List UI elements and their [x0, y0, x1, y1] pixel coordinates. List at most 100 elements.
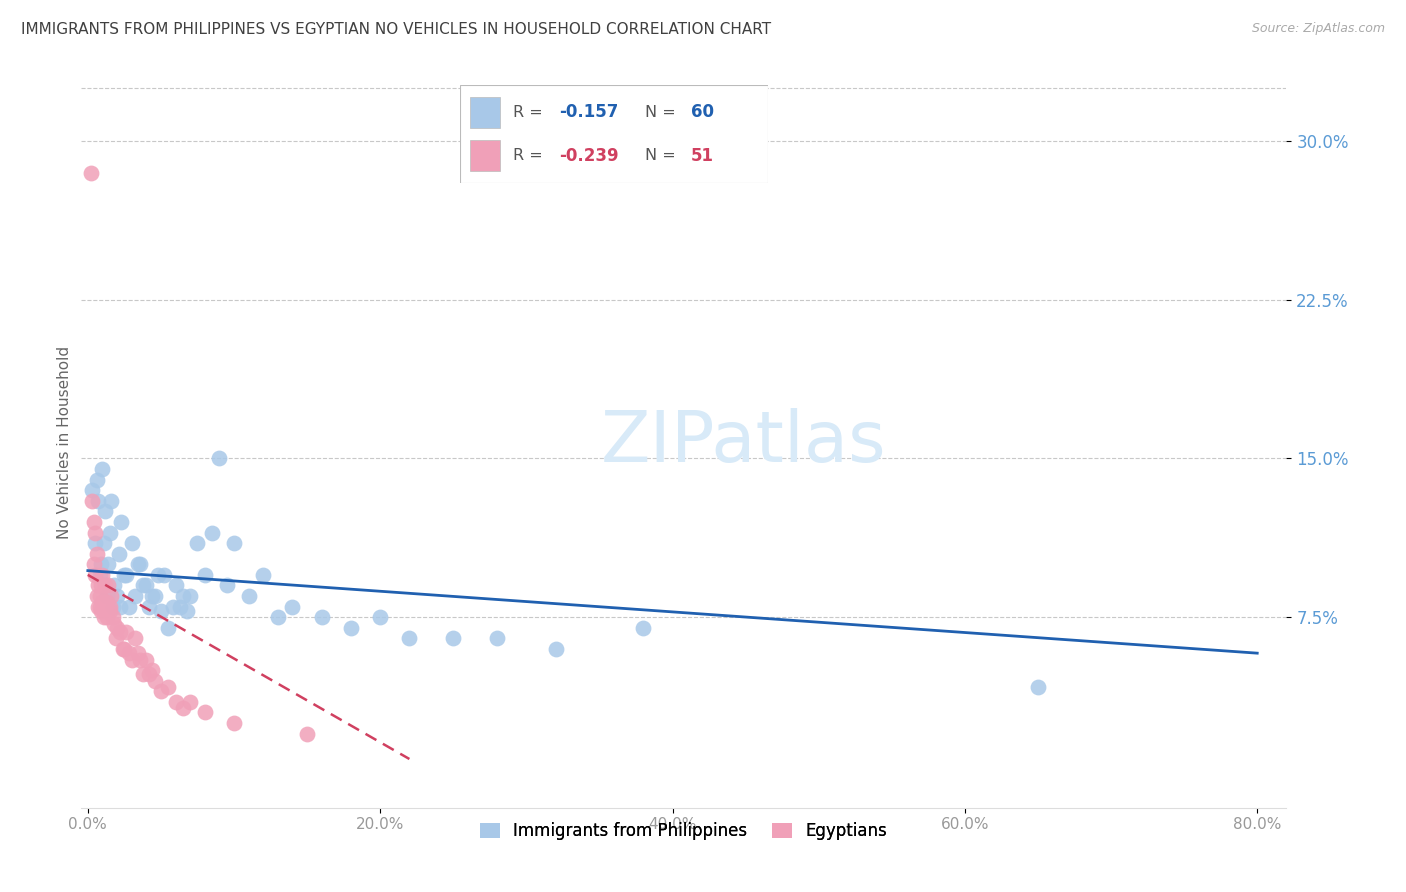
Point [112, 567, 135, 582]
Point [222, 716, 245, 731]
Point [86, 547, 108, 561]
Point [82, 483, 104, 498]
Point [238, 589, 260, 603]
Point [100, 493, 122, 508]
Point [107, 547, 129, 561]
Point [93, 610, 115, 624]
Point [98, 604, 121, 618]
Y-axis label: No Vehicles in Household: No Vehicles in Household [58, 346, 72, 539]
Point [82, 493, 104, 508]
Point [132, 578, 155, 592]
Point [100, 589, 122, 603]
Point [124, 632, 146, 646]
Point [143, 673, 166, 688]
Point [94, 604, 117, 618]
Point [222, 536, 245, 550]
Point [124, 589, 146, 603]
Point [101, 610, 124, 624]
Point [80, 166, 103, 180]
Point [267, 610, 290, 624]
Point [311, 610, 333, 624]
Point [84, 536, 107, 550]
Point [104, 632, 127, 646]
Point [87, 578, 110, 592]
Point [105, 621, 128, 635]
Point [118, 646, 141, 660]
Point [112, 642, 135, 657]
Point [86, 473, 108, 487]
Point [138, 599, 160, 614]
Point [149, 604, 172, 618]
Point [97, 578, 120, 592]
Point [127, 646, 149, 660]
Point [108, 625, 131, 640]
Point [129, 652, 152, 666]
Point [110, 515, 132, 529]
Point [186, 536, 208, 550]
Point [91, 462, 114, 476]
Point [398, 632, 420, 646]
Point [215, 578, 238, 592]
Point [165, 695, 187, 709]
Point [83, 558, 105, 572]
Point [108, 599, 131, 614]
Point [101, 599, 124, 614]
Point [157, 621, 180, 635]
Point [90, 558, 112, 572]
Point [84, 525, 107, 540]
Point [91, 567, 114, 582]
Point [90, 604, 112, 618]
Point [129, 558, 152, 572]
Point [252, 567, 274, 582]
Point [135, 578, 157, 592]
Point [194, 567, 217, 582]
Point [157, 680, 180, 694]
Point [118, 599, 141, 614]
Point [169, 599, 191, 614]
Point [143, 589, 166, 603]
Point [162, 599, 184, 614]
Text: ZIPatlas: ZIPatlas [600, 408, 887, 477]
Point [84, 567, 107, 582]
Point [91, 595, 114, 609]
Point [1026, 680, 1049, 694]
Point [176, 604, 198, 618]
Point [201, 525, 224, 540]
Point [295, 726, 318, 740]
Point [121, 652, 143, 666]
Point [281, 599, 304, 614]
Point [172, 701, 194, 715]
Point [208, 451, 231, 466]
Point [179, 695, 201, 709]
Point [114, 567, 136, 582]
Point [135, 652, 157, 666]
Point [103, 578, 125, 592]
Point [86, 589, 108, 603]
Point [121, 536, 143, 550]
Point [127, 558, 149, 572]
Point [93, 536, 115, 550]
Point [94, 504, 117, 518]
Point [486, 632, 509, 646]
Point [98, 525, 121, 540]
Text: IMMIGRANTS FROM PHILIPPINES VS EGYPTIAN NO VEHICLES IN HOUSEHOLD CORRELATION CHA: IMMIGRANTS FROM PHILIPPINES VS EGYPTIAN … [21, 22, 772, 37]
Point [368, 610, 391, 624]
Point [96, 610, 118, 624]
Legend: Immigrants from Philippines, Egyptians: Immigrants from Philippines, Egyptians [472, 815, 894, 847]
Point [96, 595, 118, 609]
Point [149, 684, 172, 698]
Point [179, 589, 201, 603]
Point [141, 663, 163, 677]
Point [90, 578, 112, 592]
Point [105, 589, 128, 603]
Point [83, 515, 105, 529]
Point [94, 578, 117, 592]
Point [633, 621, 655, 635]
Point [89, 567, 111, 582]
Point [111, 642, 134, 657]
Point [89, 589, 111, 603]
Point [87, 493, 110, 508]
Point [165, 578, 187, 592]
Point [141, 589, 163, 603]
Point [87, 599, 110, 614]
